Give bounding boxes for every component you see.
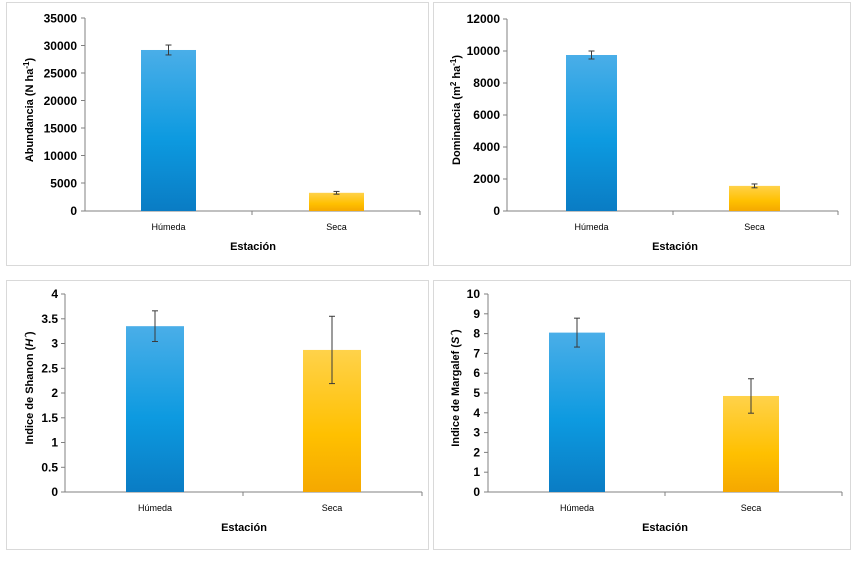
y-tick-label: 4	[51, 287, 58, 301]
y-tick-label: 2000	[473, 172, 500, 186]
y-tick-label: 10000	[44, 149, 78, 163]
y-tick-label: 2	[51, 386, 58, 400]
axes	[61, 293, 423, 496]
y-axis-label: Indice de Margalef (S´)	[450, 329, 462, 447]
y-tick-label: 8000	[473, 76, 500, 90]
chart-shanon: Indice de Shanon (H´) 0 0.5 1 1.5 2 2.5 …	[24, 287, 423, 534]
bar-seca	[729, 185, 780, 211]
y-tick-label: 6	[473, 366, 480, 380]
y-tick-label: 2.5	[41, 361, 58, 375]
bar-seca	[309, 192, 364, 211]
bar-humeda	[549, 332, 605, 492]
error-bar-humeda	[152, 310, 158, 343]
chart-panel-dominancia: Dominancia (m2 ha-1) 0 2000 4000 6000 80…	[433, 2, 851, 266]
x-axis-label: Estación	[642, 522, 688, 534]
bar-humeda	[126, 326, 184, 492]
axes	[484, 293, 843, 496]
x-axis-label: Estación	[652, 241, 698, 253]
bar-humeda	[141, 49, 196, 212]
y-tick-label: 0	[473, 485, 480, 499]
chart-panel-abundancia: Abundancia (N ha-1) 0 5000 10000 15000 2…	[6, 2, 429, 266]
y-tick-label: 15000	[44, 122, 78, 136]
error-bar-seca	[748, 378, 754, 414]
x-tick-label-seca: Seca	[326, 222, 347, 232]
y-tick-label: 2	[473, 445, 480, 459]
y-tick-label: 12000	[467, 12, 501, 26]
y-ticks: 0 5000 10000 15000 20000 25000 30000 350…	[44, 12, 78, 219]
y-tick-label: 30000	[44, 39, 78, 53]
y-tick-label: 4000	[473, 140, 500, 154]
error-bar-humeda	[165, 44, 172, 56]
error-bar-seca	[751, 183, 758, 189]
chart-abundancia: Abundancia (N ha-1) 0 5000 10000 15000 2…	[22, 12, 421, 253]
chart-panel-shanon: Indice de Shanon (H´) 0 0.5 1 1.5 2 2.5 …	[6, 280, 429, 550]
x-tick-label-humeda: Húmeda	[560, 503, 594, 513]
y-tick-label: 0	[493, 204, 500, 218]
x-axis-label: Estación	[221, 522, 267, 534]
y-tick-label: 1.5	[41, 411, 58, 425]
y-ticks: 0 1 2 3 4 5 6 7 8 9 10	[467, 287, 481, 499]
axes	[81, 17, 421, 215]
y-tick-label: 9	[473, 307, 480, 321]
x-tick-label-seca: Seca	[322, 503, 343, 513]
chart-panel-margalef: Indice de Margalef (S´) 0 1 2 3 4 5 6 7 …	[433, 280, 851, 550]
y-tick-label: 4	[473, 406, 480, 420]
error-bar-seca	[333, 190, 340, 195]
y-tick-label: 7	[473, 346, 480, 360]
y-axis-label: Dominancia (m2 ha-1)	[449, 55, 464, 165]
chart-margalef: Indice de Margalef (S´) 0 1 2 3 4 5 6 7 …	[450, 287, 843, 534]
x-tick-label-humeda: Húmeda	[151, 222, 185, 232]
y-ticks: 0 2000 4000 6000 8000 10000 12000	[467, 12, 501, 218]
error-bar-seca	[329, 315, 335, 385]
y-tick-label: 20000	[44, 94, 78, 108]
y-ticks: 0 0.5 1 1.5 2 2.5 3 3.5 4	[41, 287, 58, 499]
y-tick-label: 3.5	[41, 312, 58, 326]
y-tick-label: 3	[473, 426, 480, 440]
y-tick-label: 1	[51, 436, 58, 450]
axes	[503, 18, 839, 215]
x-tick-label-seca: Seca	[744, 222, 765, 232]
y-tick-label: 1	[473, 465, 480, 479]
y-tick-label: 8	[473, 327, 480, 341]
x-tick-label-humeda: Húmeda	[138, 503, 172, 513]
error-bar-humeda	[588, 50, 595, 60]
y-tick-label: 10000	[467, 44, 501, 58]
y-tick-label: 25000	[44, 67, 78, 81]
x-tick-label-seca: Seca	[741, 503, 762, 513]
y-axis-label: Abundancia (N ha-1)	[22, 58, 37, 163]
y-tick-label: 5	[473, 386, 480, 400]
y-tick-label: 35000	[44, 12, 78, 26]
bar-humeda	[566, 55, 617, 211]
x-tick-label-humeda: Húmeda	[574, 222, 608, 232]
chart-dominancia: Dominancia (m2 ha-1) 0 2000 4000 6000 80…	[449, 12, 839, 253]
y-tick-label: 6000	[473, 108, 500, 122]
error-bar-humeda	[574, 317, 580, 348]
y-tick-label: 0	[70, 204, 77, 218]
x-axis-label: Estación	[230, 241, 276, 253]
y-axis-label: Indice de Shanon (H´)	[24, 331, 36, 444]
y-tick-label: 10	[467, 287, 481, 301]
y-tick-label: 5000	[50, 177, 77, 191]
y-tick-label: 3	[51, 337, 58, 351]
y-tick-label: 0.5	[41, 460, 58, 474]
y-tick-label: 0	[51, 485, 58, 499]
